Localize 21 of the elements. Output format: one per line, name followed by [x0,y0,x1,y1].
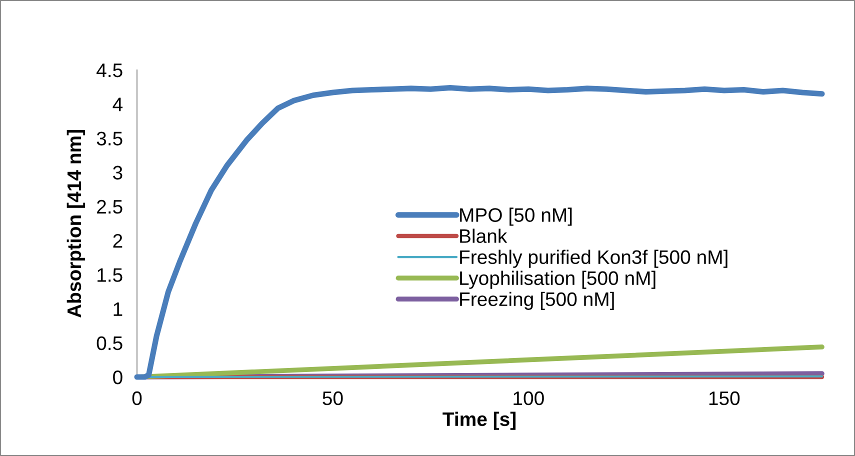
y-axis-title: Absorption [414 nm] [66,130,85,318]
y-tick-label: 0.5 [96,336,122,350]
x-tick-label: 0 [132,391,142,406]
legend-label: Lyophilisation [500 nM] [460,270,656,289]
y-tick-label: 0 [113,370,122,384]
y-tick-label: 1.5 [98,268,122,282]
y-tick-label: 3.5 [96,132,122,146]
x-axis-title: Time [s] [442,412,516,430]
y-tick-label: 2.5 [97,200,122,214]
y-tick-label: 4.5 [96,64,122,78]
y-tick-label: 3 [113,166,122,180]
legend-label: Freezing [500 nM] [460,292,614,310]
y-tick-label: 2 [113,234,122,248]
legend-label: MPO [50 nM] [460,208,572,226]
y-tick-label: 1 [114,302,122,316]
x-tick-label: 50 [322,391,343,406]
legend-label: Freshly purified Kon3f [500 nM] [460,250,728,268]
y-tick-label: 4 [112,98,123,112]
x-tick-label: 150 [709,391,740,406]
x-tick-label: 100 [514,391,544,406]
legend-label: Blank [460,228,508,243]
